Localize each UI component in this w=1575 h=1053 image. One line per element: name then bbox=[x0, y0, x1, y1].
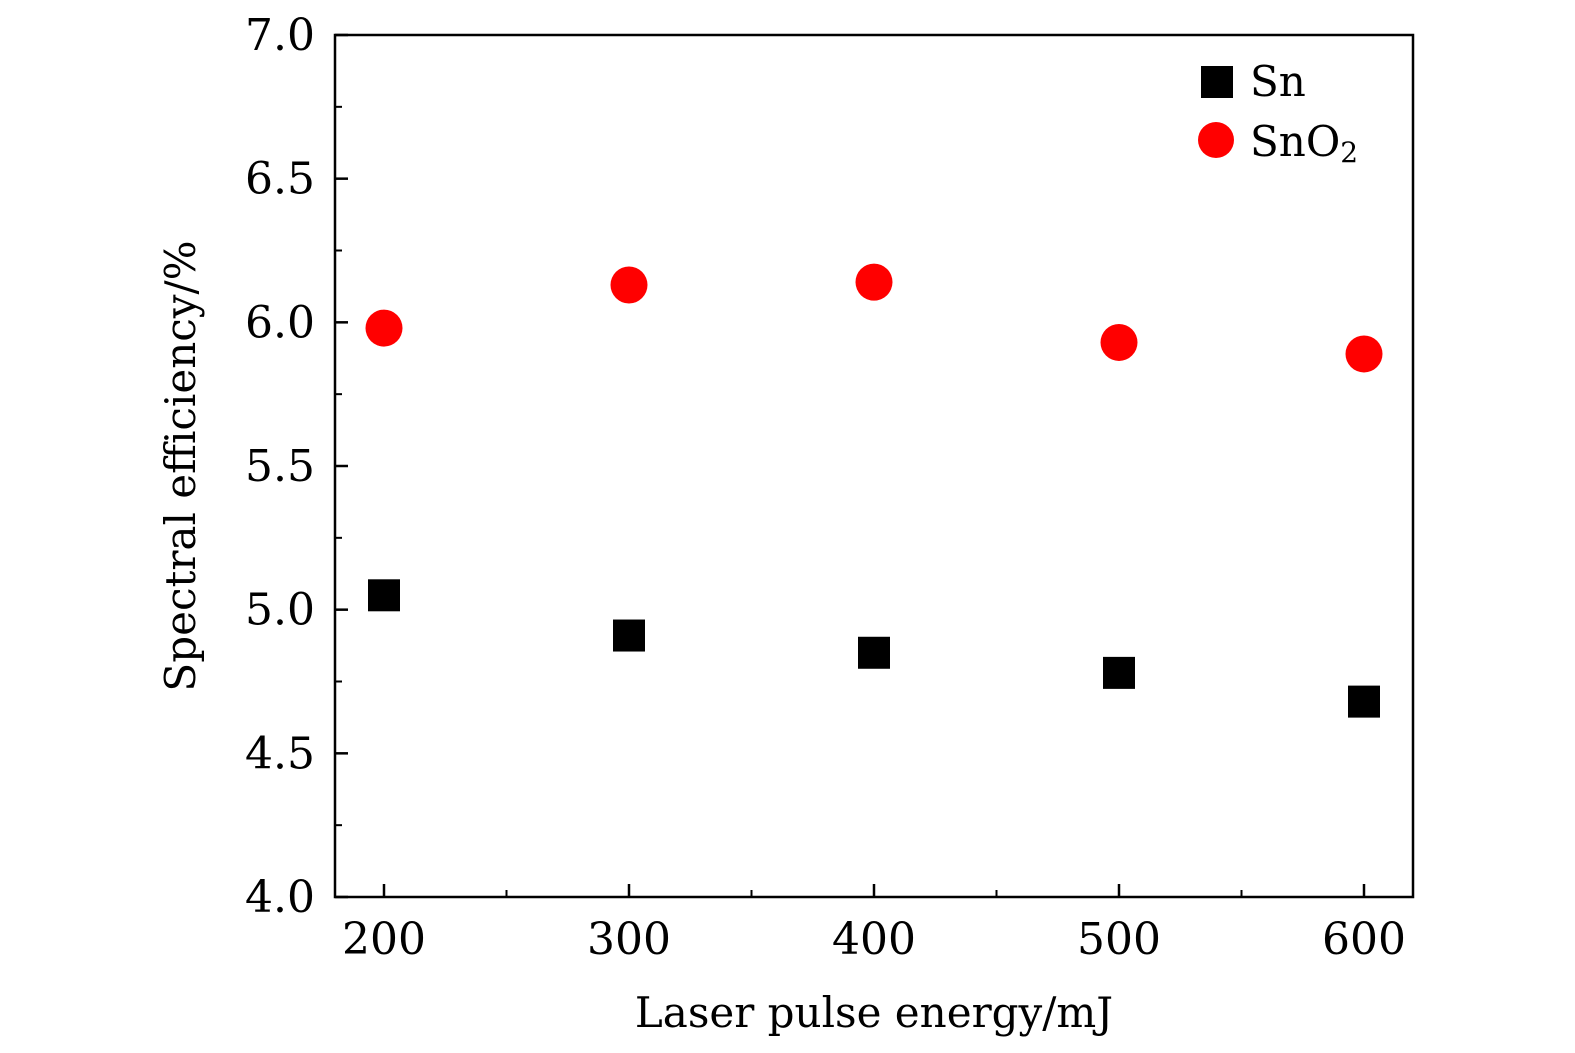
legend-label-sno2-subscript: 2 bbox=[1340, 136, 1358, 169]
x-tick-label: 400 bbox=[832, 914, 916, 965]
y-axis: 4.0 4.5 5.0 5.5 6.0 6.5 7.0 bbox=[245, 10, 348, 923]
y-tick-label: 6.0 bbox=[245, 297, 315, 348]
sn-point bbox=[1103, 656, 1135, 689]
legend: Sn SnO2 bbox=[1198, 57, 1358, 169]
sno2-point bbox=[365, 309, 403, 347]
sn-point bbox=[858, 636, 890, 669]
sn-point bbox=[368, 579, 400, 612]
legend-marker-sno2 bbox=[1198, 122, 1234, 158]
sn-point bbox=[613, 619, 645, 652]
sno2-point bbox=[855, 263, 893, 301]
y-tick-label: 5.0 bbox=[245, 585, 315, 636]
y-tick-label: 5.5 bbox=[245, 441, 315, 492]
legend-marker-sn bbox=[1201, 66, 1233, 98]
x-axis-title: Laser pulse energy/mJ bbox=[635, 988, 1113, 1037]
x-tick-label: 600 bbox=[1322, 914, 1406, 965]
y-tick-label: 4.0 bbox=[245, 872, 315, 923]
sn-point bbox=[1348, 685, 1380, 718]
data-points bbox=[365, 263, 1383, 718]
y-axis-title: Spectral efficiency/% bbox=[156, 240, 205, 691]
y-tick-label: 7.0 bbox=[245, 10, 315, 61]
legend-label-sn: Sn bbox=[1250, 57, 1306, 106]
x-tick-label: 200 bbox=[342, 914, 426, 965]
legend-label-sno2-main: SnO bbox=[1250, 117, 1340, 166]
x-tick-label: 300 bbox=[587, 914, 671, 965]
y-tick-label: 4.5 bbox=[245, 728, 315, 779]
x-tick-label: 500 bbox=[1077, 914, 1161, 965]
x-axis: 200 300 400 500 600 bbox=[342, 884, 1406, 965]
sno2-point bbox=[610, 266, 648, 304]
legend-label-sno2: SnO2 bbox=[1250, 117, 1358, 169]
y-tick-label: 6.5 bbox=[245, 154, 315, 205]
sno2-point bbox=[1100, 323, 1138, 361]
sno2-point bbox=[1345, 335, 1383, 373]
